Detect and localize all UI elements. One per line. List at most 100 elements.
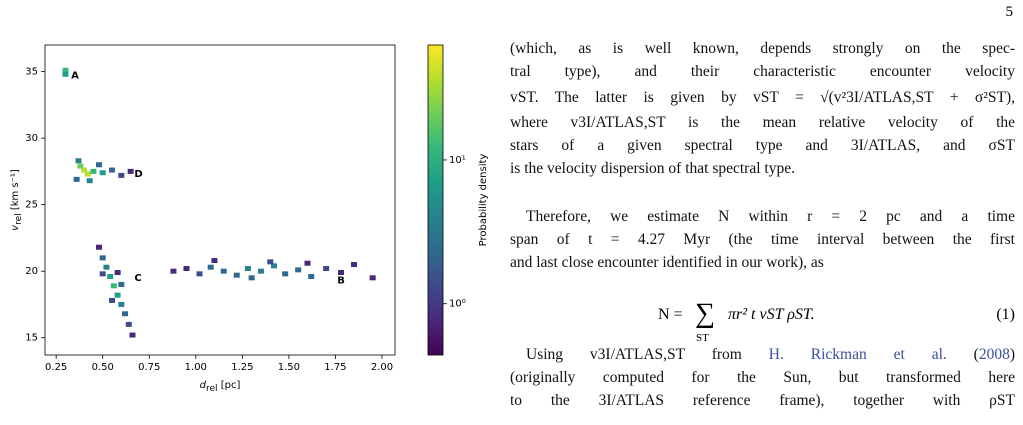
density-cell xyxy=(95,162,102,168)
text-segment: Therefore, we estimate N within r = 2 pc… xyxy=(526,208,1015,225)
eq-sum: ∑ xyxy=(695,298,715,329)
colorbar-tick-label: 10¹ xyxy=(449,155,466,166)
y-tick-label: 35 xyxy=(25,67,38,78)
density-cell xyxy=(304,260,311,266)
y-axis-label-unit: [km s⁻¹] xyxy=(10,169,21,213)
x-tick-label: 1.25 xyxy=(231,362,253,373)
density-cell xyxy=(267,259,274,265)
text-line: tral type), and their characteristic enc… xyxy=(510,63,1015,81)
eq-lhs: N = xyxy=(658,306,683,323)
density-cell xyxy=(107,274,114,280)
text-segment: (which, as is well known, depends strong… xyxy=(510,40,1015,57)
x-tick-label: 2.00 xyxy=(371,362,393,373)
eq-number: (1) xyxy=(996,306,1015,323)
colorbar-tick-label: 10⁰ xyxy=(449,299,466,310)
text-line: to the 3I/ATLAS reference frame), togeth… xyxy=(510,392,1015,410)
x-tick-label: 0.25 xyxy=(45,362,67,373)
density-cell xyxy=(62,67,69,73)
eq-rhs: πr² t vST ρST. xyxy=(728,306,815,323)
x-tick-label: 1.00 xyxy=(185,362,207,373)
density-cell xyxy=(81,167,88,173)
text-segment: span of t = 4.27 Myr (the time interval … xyxy=(510,231,1015,248)
annotation: B xyxy=(337,275,345,286)
text-segment: is the velocity dispersion of that spect… xyxy=(510,160,795,177)
x-tick-label: 1.50 xyxy=(278,362,300,373)
text-segment: Using v3I/ATLAS,ST from xyxy=(526,346,769,363)
density-cell xyxy=(196,271,203,277)
density-cell xyxy=(73,176,80,182)
y-tick-label: 30 xyxy=(25,133,38,144)
density-cell xyxy=(99,271,106,277)
x-tick-label: 0.50 xyxy=(92,362,114,373)
density-cell xyxy=(170,268,177,274)
density-cell xyxy=(295,267,302,273)
density-cell xyxy=(118,172,125,178)
y-axis-label: vrel [km s⁻¹] xyxy=(10,169,24,231)
density-cell xyxy=(125,321,132,327)
density-cell xyxy=(109,167,116,173)
density-cell xyxy=(183,266,190,272)
annotation: A xyxy=(71,71,79,82)
density-cell xyxy=(118,301,125,307)
y-tick-label: 15 xyxy=(25,333,38,344)
colorbar xyxy=(427,44,444,356)
colorbar-label: Probability density xyxy=(478,154,489,247)
density-cell xyxy=(233,272,240,278)
density-cell xyxy=(220,268,227,274)
text-line: and last close encounter identified in o… xyxy=(510,254,1015,272)
text-line: where v3I/ATLAS,ST is the mean relative … xyxy=(510,114,1015,132)
y-axis-label-symbol: v xyxy=(10,224,21,231)
density-cell xyxy=(248,275,255,281)
text-line: stars of a given spectral type and 3I/AT… xyxy=(510,137,1015,155)
density-cell xyxy=(109,297,116,303)
density-cell xyxy=(323,266,330,272)
text-line: (which, as is well known, depends strong… xyxy=(510,40,1015,58)
density-cell xyxy=(211,258,218,264)
text-segment: and last close encounter identified in o… xyxy=(510,254,824,271)
text-segment: vST. The latter is given by vST = √(v²3I… xyxy=(510,89,1015,106)
text-line: (originally computed for the Sun, but tr… xyxy=(510,369,1015,387)
density-cell xyxy=(62,71,69,77)
annotation: C xyxy=(134,273,141,284)
y-tick-label: 25 xyxy=(25,200,38,211)
density-cell xyxy=(351,262,358,268)
text-segment: stars of a given spectral type and 3I/AT… xyxy=(510,137,1015,154)
x-axis-label-sub: rel xyxy=(206,384,218,394)
page-number: 5 xyxy=(1005,4,1014,20)
citation-link[interactable]: H. Rickman et al. xyxy=(768,346,947,363)
plot-frame xyxy=(44,44,396,356)
figure: A B C D 0.25 0.50 0.75 1.00 1.25 1.50 1.75 2.00 15 20… xyxy=(10,44,489,394)
density-cell xyxy=(270,263,277,269)
text-segment: (originally computed for the Sun, but tr… xyxy=(510,369,1015,386)
x-axis-label: drel [pc] xyxy=(200,380,241,394)
eq-sum-sub: ST xyxy=(696,332,709,344)
density-cell xyxy=(244,266,251,272)
text-segment: ( xyxy=(946,346,979,363)
density-cell xyxy=(129,332,136,338)
y-axis-label-sub: rel xyxy=(14,213,24,225)
density-cell xyxy=(114,292,121,298)
x-tick-label: 0.75 xyxy=(138,362,160,373)
text-segment: to the 3I/ATLAS reference frame), togeth… xyxy=(510,392,1015,409)
density-cell xyxy=(110,283,117,289)
citation-link[interactable]: 2008 xyxy=(978,346,1010,363)
text-line: span of t = 4.27 Myr (the time interval … xyxy=(510,231,1015,249)
equation: N = ∑ ST πr² t vST ρST. (1) xyxy=(510,298,1015,348)
text-segment: tral type), and their characteristic enc… xyxy=(510,63,1015,80)
density-cell xyxy=(99,255,106,261)
density-cell xyxy=(114,270,121,276)
text-line: is the velocity dispersion of that spect… xyxy=(510,160,1015,178)
density-cell xyxy=(282,271,289,277)
annotation: D xyxy=(134,169,142,180)
text-segment: ) xyxy=(1009,346,1016,363)
density-cell xyxy=(77,163,84,169)
density-cell xyxy=(75,158,82,164)
density-cell xyxy=(90,168,97,174)
x-tick-label: 1.75 xyxy=(324,362,346,373)
x-axis-label-unit: [pc] xyxy=(218,380,241,391)
text-segment: where v3I/ATLAS,ST is the mean relative … xyxy=(510,114,1015,131)
density-cell xyxy=(118,281,125,287)
text-line: Therefore, we estimate N within r = 2 pc… xyxy=(510,208,1015,226)
density-cell xyxy=(207,264,214,270)
